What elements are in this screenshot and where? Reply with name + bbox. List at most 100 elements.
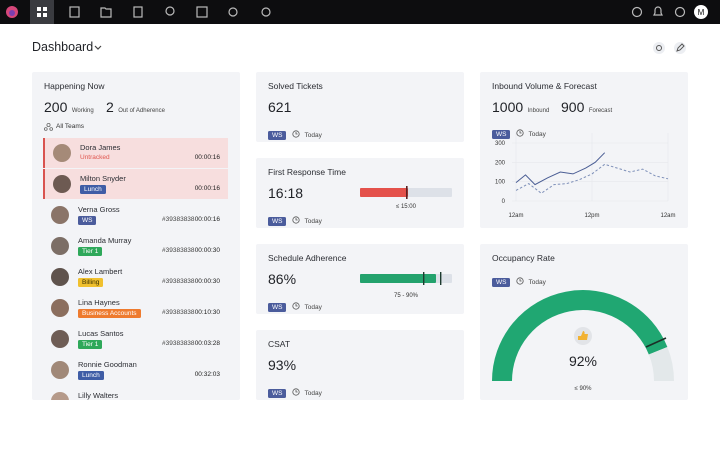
agent-row[interactable]: Amanda Murray Tier 1 #39383838 00:00:30 bbox=[43, 231, 228, 261]
clock-icon bbox=[292, 130, 301, 138]
stat-value: 1000 bbox=[492, 99, 524, 115]
nav-icon[interactable] bbox=[653, 6, 663, 16]
clock-face bbox=[516, 277, 525, 285]
bar-fill bbox=[360, 188, 408, 197]
bar-marker bbox=[406, 186, 408, 199]
settings-button[interactable] bbox=[653, 42, 665, 54]
nav-active-bg[interactable] bbox=[30, 0, 54, 24]
agent-row[interactable]: Verna Gross WS #39383838 00:00:16 bbox=[43, 200, 228, 230]
bar-marker bbox=[440, 272, 442, 285]
happening-now-card: Happening Now 200 Working 2 Out of Adher… bbox=[32, 72, 240, 400]
gauge-marker bbox=[645, 337, 667, 348]
user-avatar[interactable] bbox=[694, 5, 708, 19]
bar-fill bbox=[360, 274, 436, 283]
agent-row[interactable]: Lucas Santos Tier 1 #39383838 00:03:28 bbox=[43, 324, 228, 354]
agent-time: 00:03:28 bbox=[194, 340, 220, 347]
stat-label: Inbound bbox=[527, 108, 550, 114]
team-icon bbox=[44, 123, 53, 131]
occupancy-card: Occupancy Rate WS Today 92% ≤ 90% bbox=[480, 244, 688, 400]
team-tag: WS bbox=[268, 389, 287, 398]
y-tick-label: 300 bbox=[495, 141, 506, 147]
team-filter[interactable]: All Teams bbox=[56, 123, 85, 130]
agent-row[interactable]: Lina Haynes Business Accounts #39383838 00:… bbox=[43, 293, 228, 323]
edit-button[interactable] bbox=[674, 42, 686, 54]
y-tick-label: 200 bbox=[495, 160, 506, 166]
stat-label: Out of Adherence bbox=[118, 108, 165, 114]
agent-status: WS bbox=[78, 216, 97, 225]
agent-name: Ronnie Goodman bbox=[78, 360, 137, 369]
team-tag: WS bbox=[268, 131, 287, 140]
nav-icon[interactable] bbox=[228, 7, 238, 17]
period: Today bbox=[304, 132, 322, 139]
stat-value: 900 bbox=[561, 99, 585, 115]
clock-hand bbox=[520, 279, 523, 282]
nav-icon[interactable] bbox=[631, 6, 643, 18]
series-line bbox=[515, 152, 606, 186]
user-initial: M bbox=[698, 8, 705, 17]
schedule-adherence-card: Schedule Adherence 86% WS Today 75 - 90% bbox=[256, 244, 464, 314]
gauge bbox=[492, 290, 674, 382]
clock-icon bbox=[292, 216, 301, 224]
x-tick-label: 12am bbox=[508, 213, 523, 219]
x-tick-label: 12am bbox=[660, 213, 675, 219]
period: Today bbox=[304, 218, 322, 225]
agent-avatar bbox=[51, 237, 69, 255]
icon bbox=[676, 43, 685, 52]
team-tag: WS bbox=[268, 303, 287, 312]
agent-row[interactable]: Alex Lambert Billing #39383838 00:00:30 bbox=[43, 262, 228, 292]
nav-icon[interactable] bbox=[69, 6, 80, 18]
nav-icon[interactable] bbox=[100, 7, 112, 18]
agent-row[interactable]: Lilly Walters bbox=[43, 386, 228, 400]
page-title[interactable]: Dashboard bbox=[32, 40, 94, 54]
agent-row[interactable]: Milton Snyder Lunch 00:00:16 bbox=[43, 169, 228, 199]
agent-name: Amanda Murray bbox=[78, 236, 132, 245]
agent-time: 00:00:16 bbox=[194, 185, 220, 192]
bar-marker bbox=[423, 272, 425, 285]
nav-icon[interactable] bbox=[261, 7, 271, 17]
nav-icon[interactable] bbox=[196, 6, 208, 18]
card-title: Inbound Volume & Forecast bbox=[492, 81, 597, 91]
icon bbox=[656, 45, 662, 51]
agent-avatar bbox=[51, 299, 69, 317]
clock-hand bbox=[296, 390, 299, 393]
agent-name: Milton Snyder bbox=[80, 174, 126, 183]
clock-icon bbox=[516, 129, 525, 137]
agent-time: 00:00:30 bbox=[194, 278, 220, 285]
agent-time: 00:10:30 bbox=[194, 309, 220, 316]
range-label: 75 - 90% bbox=[393, 293, 419, 299]
stat-value: 200 bbox=[44, 99, 68, 115]
working-stat: 200 Working bbox=[44, 99, 94, 117]
agent-avatar bbox=[51, 330, 69, 348]
card-value: 16:18 bbox=[268, 185, 304, 201]
card-meta: WS Today bbox=[268, 210, 322, 228]
clock-hand bbox=[296, 132, 299, 135]
nav-icon[interactable] bbox=[674, 6, 686, 18]
agent-row[interactable]: Dora James Untracked 00:00:16 bbox=[43, 138, 228, 168]
clock-face bbox=[292, 388, 301, 396]
nav-icon[interactable] bbox=[133, 6, 143, 18]
agent-avatar bbox=[51, 206, 69, 224]
csat-card: CSAT 93% WS Today bbox=[256, 330, 464, 400]
inbound-stat: 1000 Inbound bbox=[492, 99, 549, 117]
nav-icon[interactable] bbox=[165, 6, 175, 16]
agent-status: Lunch bbox=[78, 371, 104, 380]
response-bar bbox=[360, 186, 452, 199]
nav-icon bbox=[43, 7, 47, 11]
agent-row[interactable]: Ronnie Goodman Lunch 00:32:03 bbox=[43, 355, 228, 385]
card-meta: WS Today bbox=[268, 124, 322, 142]
card-value: 86% bbox=[268, 271, 297, 287]
clock-icon bbox=[516, 277, 525, 285]
title-chevron[interactable] bbox=[94, 44, 102, 52]
agent-name: Verna Gross bbox=[78, 205, 120, 214]
period: Today bbox=[528, 131, 546, 138]
team-tag: WS bbox=[268, 217, 287, 226]
clock-hand bbox=[520, 131, 523, 134]
clock-hand bbox=[296, 218, 299, 221]
period: Today bbox=[528, 279, 546, 286]
first-response-card: First Response Time 16:18 WS Today ≤ 15:0… bbox=[256, 158, 464, 228]
y-tick-label: 100 bbox=[495, 180, 506, 186]
occupancy-value: 92% bbox=[568, 353, 598, 369]
adherence-stat: 2 Out of Adherence bbox=[106, 99, 165, 117]
nav-icons: M bbox=[6, 0, 708, 24]
